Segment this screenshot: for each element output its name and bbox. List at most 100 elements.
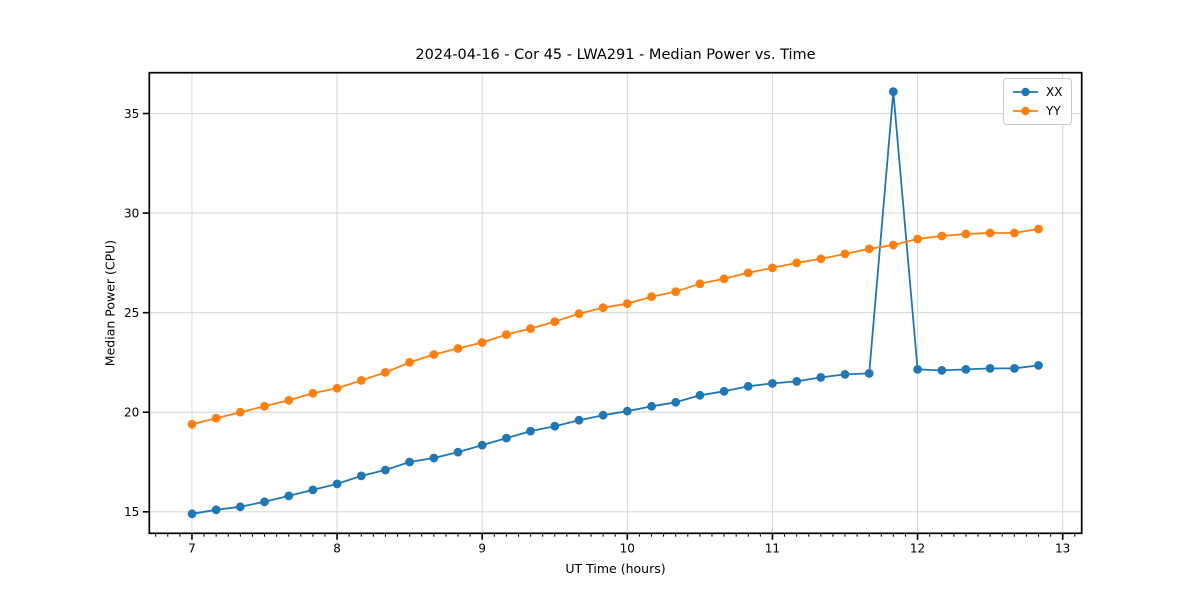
data-point-xx[interactable] [864,369,874,378]
legend-item-xx[interactable]: XX [1012,84,1062,100]
data-point-xx[interactable] [1010,364,1019,373]
data-point-xx[interactable] [695,390,705,400]
data-point-xx[interactable] [792,377,802,386]
y-tick-label: 30 [124,206,139,220]
data-point-xx[interactable] [574,415,584,425]
data-point-yy[interactable] [502,330,511,339]
data-point-xx[interactable] [381,465,390,475]
data-point-yy[interactable] [840,249,850,259]
data-point-yy[interactable] [1010,228,1019,238]
data-point-yy[interactable] [574,309,584,319]
x-axis-minor-ticks [155,533,1076,537]
data-point-xx[interactable] [260,497,269,507]
data-point-yy[interactable] [308,388,318,398]
data-point-xx[interactable] [356,471,366,481]
data-point-yy[interactable] [477,338,487,347]
legend-label: YY [1046,104,1061,118]
x-tick-label: 9 [478,541,486,555]
data-point-yy[interactable] [888,240,898,250]
data-point-yy[interactable] [260,401,269,411]
data-point-yy[interactable] [671,287,681,297]
data-point-xx[interactable] [671,397,681,407]
x-tick-label: 11 [765,541,780,555]
data-point-xx[interactable] [526,426,535,436]
data-point-yy[interactable] [526,324,535,333]
data-point-yy[interactable] [550,317,560,326]
data-point-xx[interactable] [768,379,777,388]
legend-line-marker-icon [1013,106,1038,116]
data-point-xx[interactable] [598,410,608,420]
series-xx [187,87,1043,519]
data-point-yy[interactable] [235,407,245,417]
data-point-xx[interactable] [622,406,632,416]
x-axis-label: UT Time (hours) [565,561,666,576]
legend-item-yy[interactable]: YY [1012,103,1062,119]
data-point-yy[interactable] [768,263,777,273]
data-point-xx[interactable] [502,433,511,443]
data-point-yy[interactable] [187,419,197,429]
data-point-xx[interactable] [719,386,729,396]
series-yy [187,224,1043,429]
data-point-yy[interactable] [598,303,608,313]
data-point-yy[interactable] [405,358,414,367]
data-point-xx[interactable] [405,457,414,467]
data-point-xx[interactable] [453,447,463,457]
data-point-xx[interactable] [913,365,922,374]
data-point-yy[interactable] [743,268,753,278]
data-point-xx[interactable] [187,509,197,519]
data-point-yy[interactable] [864,244,874,254]
data-point-yy[interactable] [381,368,390,377]
data-point-xx[interactable] [550,421,560,431]
x-tick-label: 10 [620,541,635,555]
data-point-yy[interactable] [1034,224,1043,234]
x-axis-ticks [191,533,1064,540]
data-point-yy[interactable] [356,376,366,385]
data-point-yy[interactable] [647,292,656,302]
data-point-yy[interactable] [719,274,729,284]
data-point-yy[interactable] [622,299,632,309]
y-axis-ticks [142,112,150,513]
data-point-yy[interactable] [816,254,826,264]
data-point-xx[interactable] [1034,361,1043,370]
data-point-xx[interactable] [284,491,294,501]
x-tick-label: 13 [1055,541,1070,555]
data-point-xx[interactable] [743,381,753,391]
data-point-yy[interactable] [985,228,995,238]
data-point-xx[interactable] [840,370,850,379]
grid-lines [149,72,1082,534]
x-tick-label: 12 [910,541,925,555]
y-tick-label: 25 [124,306,139,320]
data-point-xx[interactable] [961,365,971,374]
legend: XX YY [1003,78,1073,125]
y-axis-label: Median Power (CPU) [102,239,118,367]
data-point-yy[interactable] [695,279,705,289]
series-line-xx [191,90,1039,515]
data-point-xx[interactable] [429,453,439,463]
data-point-xx[interactable] [985,364,995,373]
data-point-yy[interactable] [792,258,802,268]
data-point-xx[interactable] [235,502,245,512]
data-point-xx[interactable] [477,440,487,450]
y-tick-label: 20 [124,406,139,420]
y-tick-label: 35 [124,107,139,121]
y-tick-label: 15 [124,505,139,519]
data-point-yy[interactable] [913,234,922,244]
data-point-yy[interactable] [453,344,463,353]
data-point-xx[interactable] [211,505,221,515]
data-point-xx[interactable] [308,485,318,495]
chart-title: 2024-04-16 - Cor 45 - LWA291 - Median Po… [415,47,816,63]
data-point-yy[interactable] [332,383,342,393]
data-point-xx[interactable] [888,87,898,96]
data-point-xx[interactable] [816,373,826,382]
data-point-yy[interactable] [211,413,221,423]
data-point-yy[interactable] [429,350,439,359]
data-point-yy[interactable] [961,229,971,239]
data-point-yy[interactable] [284,395,294,405]
axes-spines [148,71,1083,535]
data-point-yy[interactable] [937,231,947,241]
data-point-xx[interactable] [937,366,947,375]
data-point-xx[interactable] [332,479,342,489]
data-point-xx[interactable] [647,401,656,411]
